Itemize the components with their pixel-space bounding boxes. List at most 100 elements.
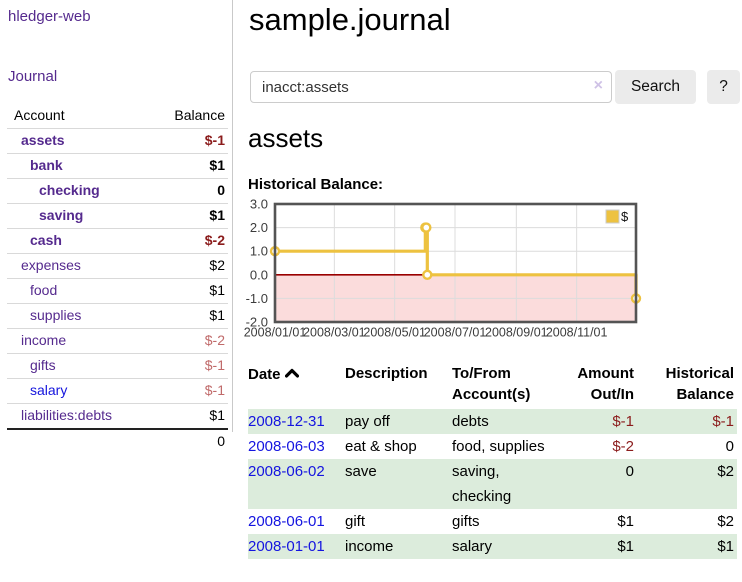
register-col-description: Description <box>345 365 428 382</box>
transaction-description: pay off <box>345 413 390 430</box>
transaction-amount: $1 <box>617 538 634 555</box>
clear-search-icon[interactable]: × <box>593 77 603 94</box>
account-balance: $1 <box>147 153 228 179</box>
accounts-col-balance: Balance <box>174 107 225 123</box>
account-row: salary $-1 <box>7 378 228 404</box>
account-page-title: assets <box>248 123 324 153</box>
register-col-date-label: Date <box>248 366 281 383</box>
transaction-balance: $2 <box>717 513 734 530</box>
account-balance: $1 <box>147 403 228 429</box>
account-link-income[interactable]: income <box>21 332 67 348</box>
transaction-accounts: gifts <box>452 513 480 530</box>
svg-text:1.0: 1.0 <box>250 244 268 259</box>
transaction-amount: $-1 <box>612 413 634 430</box>
account-balance: $2 <box>147 253 228 279</box>
accounts-col-account: Account <box>14 107 65 123</box>
svg-text:0.0: 0.0 <box>250 267 268 282</box>
search-input[interactable] <box>250 71 612 103</box>
account-row: income $-2 <box>7 328 228 354</box>
accounts-total-value: 0 <box>147 428 228 454</box>
register-col-balance: Historical Balance <box>665 365 734 403</box>
accounts-table: Account Balance assets $-1 bank $1 check… <box>7 103 228 454</box>
svg-text:2.0: 2.0 <box>250 220 268 235</box>
svg-text:3.0: 3.0 <box>250 197 268 212</box>
account-row: food $1 <box>7 278 228 304</box>
account-balance: $-1 <box>147 378 228 404</box>
account-link-gifts[interactable]: gifts <box>30 357 56 373</box>
account-balance: $1 <box>147 278 228 304</box>
account-row: bank $1 <box>7 153 228 179</box>
transaction-accounts: saving, checking <box>452 463 512 505</box>
transaction-amount: $1 <box>617 513 634 530</box>
account-link-bank[interactable]: bank <box>30 157 63 173</box>
transaction-date-link[interactable]: 2008-01-01 <box>248 538 325 555</box>
chart-legend: $ <box>605 209 629 224</box>
account-balance: $1 <box>147 303 228 329</box>
account-balance: $1 <box>147 203 228 229</box>
account-balance: 0 <box>147 178 228 204</box>
account-balance: $-1 <box>147 353 228 379</box>
account-link-food[interactable]: food <box>30 282 58 298</box>
transaction-date-link[interactable]: 2008-06-01 <box>248 513 325 530</box>
register-col-date[interactable]: Date <box>248 363 345 409</box>
account-link-supplies[interactable]: supplies <box>30 307 82 323</box>
transaction-description: gift <box>345 513 366 530</box>
account-link-checking[interactable]: checking <box>39 182 100 198</box>
svg-text:2008/09/01: 2008/09/01 <box>485 326 548 340</box>
register-table: Date Description To/From Account(s) Amou… <box>248 363 737 559</box>
account-row: checking 0 <box>7 178 228 204</box>
account-balance: $-2 <box>147 328 228 354</box>
account-row: cash $-2 <box>7 228 228 254</box>
transaction-date-link[interactable]: 2008-06-03 <box>248 438 325 455</box>
svg-text:2008/07/01: 2008/07/01 <box>424 326 487 340</box>
search-button[interactable]: Search <box>615 70 696 104</box>
page-title: sample.journal <box>249 2 451 37</box>
transaction-accounts: salary <box>452 538 493 555</box>
transaction-description: save <box>345 463 377 480</box>
register-row: 2008-06-01 gift gifts $1 $2 <box>248 509 737 534</box>
register-row: 2008-06-03 eat & shop food, supplies $-2… <box>248 434 737 459</box>
historical-balance-chart: $3.0 2.0 1.0 0.0 -1.0 -2.0 2008/01/01 2008/03/0… <box>240 197 642 343</box>
svg-text:2008/03/01: 2008/03/01 <box>303 326 366 340</box>
account-balance: $-1 <box>147 128 228 154</box>
transaction-description: income <box>345 538 394 555</box>
account-row: gifts $-1 <box>7 353 228 379</box>
sidebar-divider <box>232 0 233 432</box>
sidebar-item-journal[interactable]: Journal <box>8 68 58 85</box>
account-link-liabilities-debts[interactable]: liabilities:debts <box>21 407 113 423</box>
transaction-date-link[interactable]: 2008-06-02 <box>248 463 325 480</box>
account-link-expenses[interactable]: expenses <box>21 257 81 273</box>
account-link-assets[interactable]: assets <box>21 132 65 148</box>
register-row: 2008-12-31 pay off debts $-1 $-1 <box>248 409 737 434</box>
transaction-balance: 0 <box>725 438 734 455</box>
help-button[interactable]: ? <box>707 70 740 104</box>
svg-text:2008/01/01: 2008/01/01 <box>244 326 307 340</box>
svg-text:2008/05/01: 2008/05/01 <box>363 326 426 340</box>
register-row: 2008-01-01 income salary $1 $1 <box>248 534 737 559</box>
account-link-cash[interactable]: cash <box>30 232 62 248</box>
account-row: expenses $2 <box>7 253 228 279</box>
transaction-balance: $2 <box>717 463 734 480</box>
transaction-accounts: food, supplies <box>452 438 545 455</box>
transaction-description: eat & shop <box>345 438 417 455</box>
transaction-accounts: debts <box>452 413 489 430</box>
transaction-balance: $1 <box>717 538 734 555</box>
transaction-date-link[interactable]: 2008-12-31 <box>248 413 325 430</box>
brand-link[interactable]: hledger-web <box>8 8 91 25</box>
account-row: supplies $1 <box>7 303 228 329</box>
register-col-tofrom: To/From Account(s) <box>452 365 531 403</box>
svg-text:-1.0: -1.0 <box>246 291 268 306</box>
register-row: 2008-06-02 save saving, checking 0 $2 <box>248 459 737 509</box>
register-col-amount: Amount Out/In <box>577 365 634 403</box>
register-header-row: Date Description To/From Account(s) Amou… <box>248 363 737 409</box>
svg-text:2008/11/01: 2008/11/01 <box>546 326 608 340</box>
accounts-header-row: Account Balance <box>7 103 228 129</box>
svg-text:$: $ <box>621 209 629 224</box>
sort-ascending-icon <box>284 363 299 384</box>
account-link-saving[interactable]: saving <box>39 207 84 223</box>
account-link-salary[interactable]: salary <box>30 382 68 398</box>
account-row: saving $1 <box>7 203 228 229</box>
search-box: × <box>250 71 612 103</box>
chart-label: Historical Balance: <box>248 176 384 193</box>
